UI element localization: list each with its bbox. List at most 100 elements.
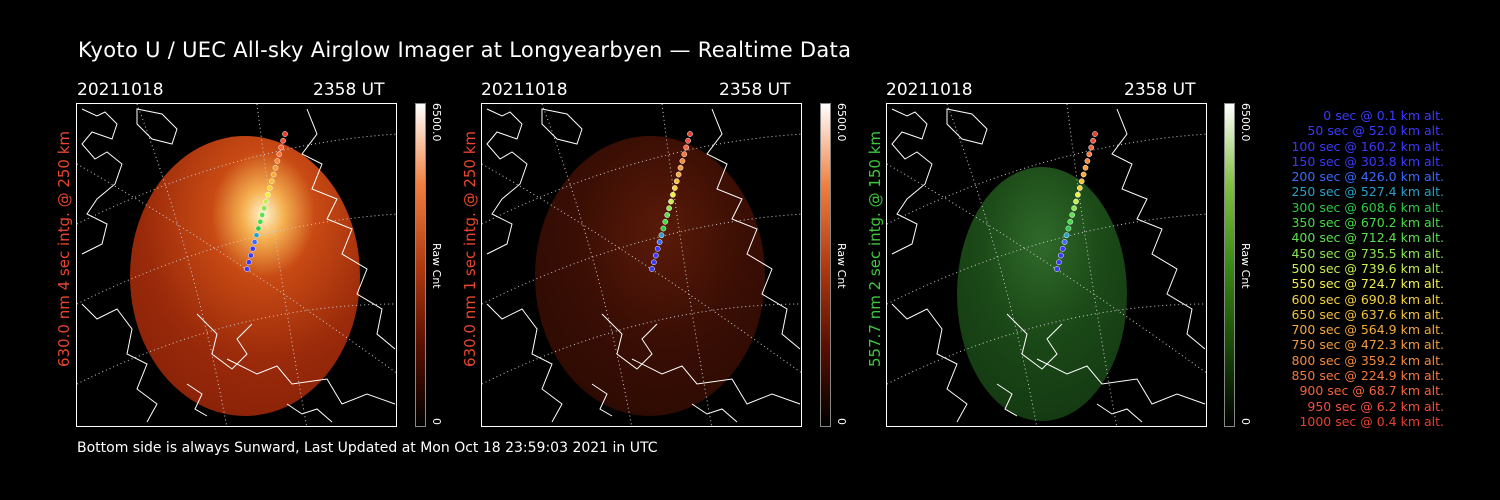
trajectory-point	[1067, 218, 1074, 225]
trajectory-point	[1084, 158, 1091, 164]
legend-row: 150 sec @ 303.8 km alt.	[1291, 153, 1444, 169]
trajectory-point	[654, 245, 661, 252]
panel-1-cbar-max: 6500.0	[430, 103, 443, 142]
panel-1-date: 20211018	[77, 80, 164, 100]
graticule-line	[541, 104, 633, 426]
trajectory-point	[265, 191, 271, 198]
graticule-line	[887, 133, 1206, 225]
trajectory-point	[1069, 212, 1076, 218]
panel-1-svg	[77, 104, 396, 426]
trajectory-point	[651, 259, 657, 266]
trajectory-point	[1065, 225, 1072, 232]
trajectory-point	[1071, 205, 1077, 212]
legend-row: 100 sec @ 160.2 km alt.	[1291, 138, 1444, 154]
coastline	[301, 108, 396, 350]
panel-3-svg	[887, 104, 1206, 426]
graticule-line	[482, 163, 801, 374]
coastline	[226, 358, 396, 405]
panel-3-cbar-min: 0	[1239, 418, 1252, 425]
coastline	[691, 403, 738, 423]
legend-row: 400 sec @ 712.4 km alt.	[1291, 230, 1444, 246]
legend-row: 200 sec @ 426.0 km alt.	[1291, 169, 1444, 185]
trajectory-point	[268, 178, 275, 185]
coastline	[1096, 403, 1143, 423]
coastline	[1111, 108, 1206, 350]
panel-1-image	[76, 103, 397, 427]
airglow-region	[535, 136, 765, 416]
coastline	[541, 108, 583, 145]
legend-row: 300 sec @ 608.6 km alt.	[1291, 199, 1444, 215]
graticule-line	[256, 104, 308, 426]
panel-2-cbar-max: 6500.0	[835, 103, 848, 142]
legend-row: 450 sec @ 735.5 km alt.	[1291, 245, 1444, 261]
trajectory-point	[652, 252, 659, 259]
graticule-line	[482, 133, 801, 225]
coastline	[996, 383, 1018, 417]
coastline	[891, 108, 933, 255]
coastline	[591, 383, 613, 417]
trajectory-point	[1057, 252, 1064, 259]
airglow-region	[130, 136, 360, 416]
legend-row: 0 sec @ 0.1 km alt.	[1323, 108, 1444, 123]
legend-row: 850 sec @ 224.9 km alt.	[1291, 368, 1444, 384]
panel-2-ut: 2358 UT	[719, 80, 791, 100]
trajectory-point	[255, 225, 262, 232]
trajectory-point	[670, 191, 676, 198]
trajectory-point	[263, 198, 269, 205]
legend-row: 250 sec @ 527.4 km alt.	[1291, 184, 1444, 200]
panel-1-colorbar	[415, 103, 426, 427]
panel-2-image	[481, 103, 802, 427]
trajectory-point	[1063, 232, 1070, 239]
panel-3-colorbar	[1224, 103, 1235, 427]
trajectory-point	[656, 239, 663, 245]
legend-row: 900 sec @ 68.7 km alt.	[1299, 383, 1444, 399]
trajectory-point	[668, 198, 674, 205]
airglow-region	[957, 167, 1127, 421]
panel-2-date: 20211018	[481, 80, 568, 100]
trajectory-point	[660, 225, 667, 232]
trajectory-point	[274, 158, 281, 164]
trajectory-point	[276, 151, 283, 158]
panel-3-date: 20211018	[886, 80, 973, 100]
trajectory-point	[244, 266, 250, 272]
panel-3-image	[886, 103, 1207, 427]
coastline	[486, 303, 563, 423]
trajectory-point	[1073, 198, 1079, 205]
legend-row: 550 sec @ 724.7 km alt.	[1291, 276, 1444, 292]
trajectory-point	[1075, 191, 1081, 198]
panel-2-ylabel: 630.0 nm 1 sec intg. @ 250 km	[461, 130, 479, 367]
page-title: Kyoto U / UEC All-sky Airglow Imager at …	[78, 38, 852, 62]
panel-2-cbar-min: 0	[835, 418, 848, 425]
coastline	[196, 313, 253, 370]
trajectory-point	[683, 144, 690, 151]
legend-row: 350 sec @ 670.2 km alt.	[1291, 215, 1444, 231]
panel-2-colorbar	[820, 103, 831, 427]
trajectory-point	[675, 171, 682, 178]
trajectory-point	[1088, 144, 1095, 151]
trajectory-point	[677, 164, 684, 171]
trajectory-point	[251, 239, 258, 245]
trajectory-point	[1056, 259, 1062, 266]
trajectory-point	[272, 164, 279, 171]
coastline	[601, 313, 658, 370]
coastline	[81, 303, 158, 423]
coastline	[891, 303, 968, 423]
legend-row: 750 sec @ 472.3 km alt.	[1291, 337, 1444, 353]
coastline	[946, 108, 988, 145]
legend-row: 700 sec @ 564.9 km alt.	[1291, 322, 1444, 338]
trajectory-point	[1078, 178, 1085, 185]
coastline	[706, 108, 801, 350]
legend-row: 50 sec @ 52.0 km alt.	[1307, 123, 1444, 139]
panel-1-cbar-min: 0	[430, 418, 443, 425]
footer-status: Bottom side is always Sunward, Last Upda…	[77, 440, 658, 456]
panel-3-cbar-max: 6500.0	[1239, 103, 1252, 142]
coastline	[486, 108, 528, 255]
trajectory-point	[280, 137, 286, 144]
legend-row: 1000 sec @ 0.4 km alt.	[1299, 413, 1444, 429]
graticule-line	[77, 163, 396, 374]
coastline	[1036, 358, 1206, 405]
trajectory-point	[259, 212, 266, 218]
panel-1-ut: 2358 UT	[313, 80, 385, 100]
legend-row: 650 sec @ 637.6 km alt.	[1291, 306, 1444, 322]
coastline	[186, 383, 208, 417]
